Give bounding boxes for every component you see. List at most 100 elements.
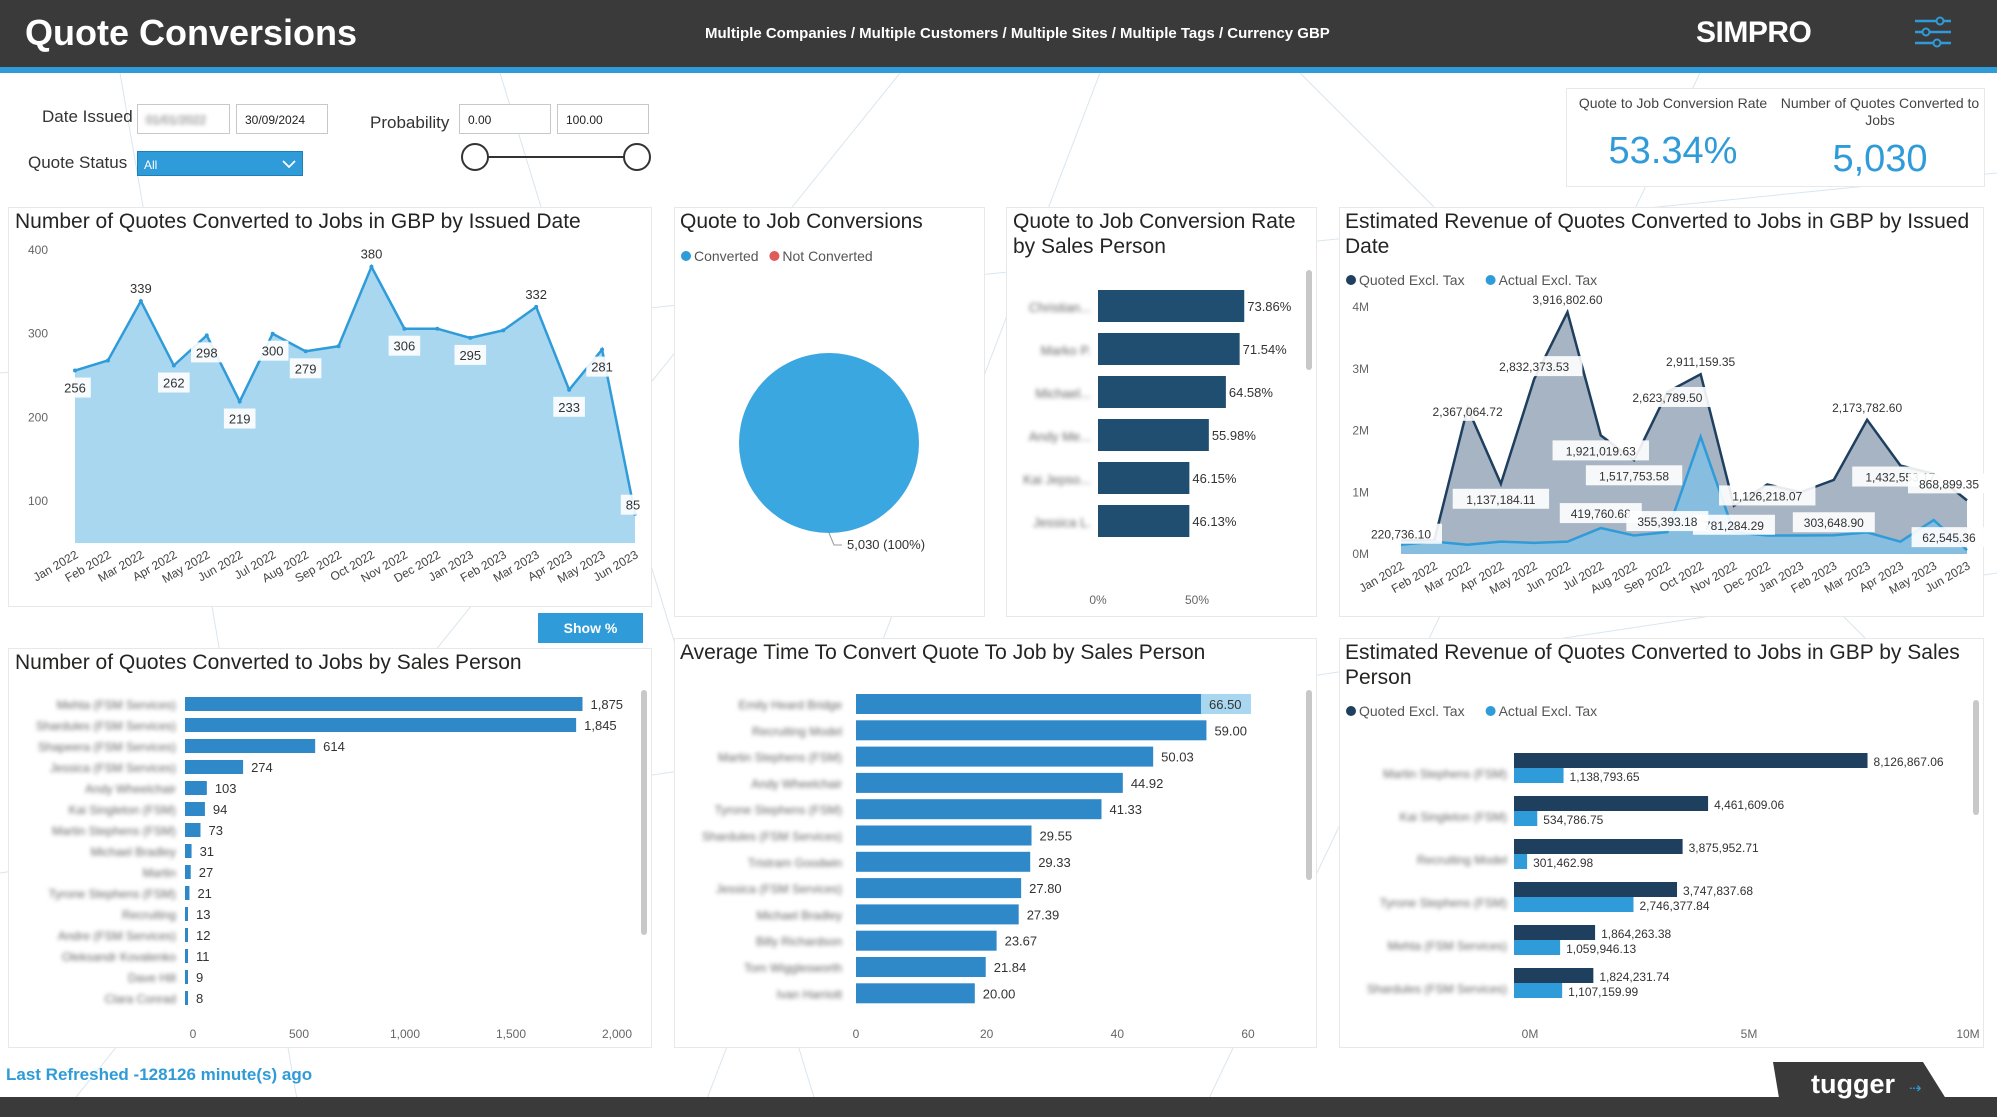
bar xyxy=(1098,505,1190,537)
x-tick-label: 0% xyxy=(1089,593,1107,607)
data-point xyxy=(567,387,572,392)
category-label: Jessica L. xyxy=(1033,515,1091,530)
tugger-logo: tugger ⇢ xyxy=(1773,1062,1953,1110)
data-label-bg xyxy=(1911,527,1984,548)
data-label-bg xyxy=(620,494,646,515)
data-label-bg xyxy=(1585,465,1683,486)
category-label: Andy Wheelchair xyxy=(751,777,842,791)
quotes-person-scrollbar[interactable] xyxy=(641,690,647,935)
category-label: Tyrone Stephens (FSM) xyxy=(1380,896,1507,910)
value-label: 46.13% xyxy=(1192,514,1237,529)
data-label-bg xyxy=(1559,503,1642,524)
bar-quoted xyxy=(1514,925,1596,940)
avg-time-scrollbar[interactable] xyxy=(1306,690,1312,880)
category-label: Recruiting Model xyxy=(752,724,842,738)
legend-swatch xyxy=(1485,706,1496,716)
value-label-actual: 1,059,946.13 xyxy=(1566,942,1636,956)
category-label: Michael Bradley xyxy=(757,908,842,922)
rate-panel-scrollbar[interactable] xyxy=(1306,270,1312,370)
bar xyxy=(856,799,1102,820)
value-label-actual: 1,107,159.99 xyxy=(1568,985,1638,999)
value-label: 73 xyxy=(208,823,222,838)
probability-max-input[interactable]: 100.00 xyxy=(557,104,649,134)
bar xyxy=(856,904,1019,925)
data-label: 303,648.90 xyxy=(1804,516,1864,530)
chevron-down-icon xyxy=(282,160,296,169)
category-label: Tristram Goodwin xyxy=(748,856,842,870)
value-label: 55.98% xyxy=(1212,428,1257,443)
bar-actual xyxy=(1514,768,1564,783)
bar xyxy=(185,844,192,858)
bar xyxy=(1098,290,1245,322)
data-point xyxy=(73,368,77,373)
probability-min-input[interactable]: 0.00 xyxy=(459,104,551,134)
data-point xyxy=(303,349,308,354)
data-point xyxy=(468,335,473,340)
x-tick-label: 60 xyxy=(1241,1027,1255,1041)
legend-swatch xyxy=(1346,706,1356,716)
y-tick-label: 200 xyxy=(28,410,48,424)
data-label-bg xyxy=(355,243,388,264)
legend-label: Quoted Excl. Tax xyxy=(1359,272,1465,288)
data-label-bg xyxy=(586,356,618,377)
slider-min-handle[interactable] xyxy=(461,143,489,171)
value-label: 11 xyxy=(196,949,210,964)
data-label-bg xyxy=(1552,440,1649,461)
bar-quoted xyxy=(1514,968,1594,983)
quoted-line xyxy=(1400,308,1968,542)
data-label-bg xyxy=(223,408,256,429)
value-label: 103 xyxy=(215,781,237,796)
date-to-input[interactable]: 30/09/2024 xyxy=(236,104,328,134)
date-issued-label: Date Issued xyxy=(42,107,133,126)
y-tick-label: 300 xyxy=(28,327,48,341)
revenue-person-scrollbar[interactable] xyxy=(1973,700,1979,815)
kpi-panel xyxy=(1566,88,1985,187)
settings-sliders-icon[interactable] xyxy=(1915,16,1951,48)
category-label: Kai Singleton (FSM) xyxy=(1400,810,1507,824)
category-label: Andy Me... xyxy=(1029,429,1091,444)
y-tick-label: 100 xyxy=(28,494,48,508)
value-label: 9 xyxy=(196,970,203,985)
bar xyxy=(185,697,583,711)
show-percent-button[interactable]: Show % xyxy=(538,613,643,643)
data-label-bg xyxy=(1419,400,1516,421)
data-label: 1,137,184.11 xyxy=(1466,493,1536,507)
y-tick-label: 0M xyxy=(1352,547,1369,561)
value-label: 20.00 xyxy=(983,986,1016,1001)
value-label: 71.54% xyxy=(1243,342,1288,357)
bar xyxy=(185,718,577,732)
slider-max-handle[interactable] xyxy=(623,143,651,171)
value-label: 64.58% xyxy=(1229,385,1274,400)
data-label-bg xyxy=(125,278,157,299)
quote-status-select[interactable]: All xyxy=(137,151,303,176)
value-label: 13 xyxy=(196,907,210,922)
quotes-by-person-title: Number of Quotes Converted to Jobs by Sa… xyxy=(15,651,522,674)
data-point xyxy=(501,328,506,333)
legend-label: Actual Excl. Tax xyxy=(1499,272,1598,288)
data-label: 300 xyxy=(262,344,284,359)
value-label: 31 xyxy=(200,844,214,859)
bar xyxy=(856,878,1022,899)
value-label: 1,845 xyxy=(584,718,617,733)
x-tick-label: 500 xyxy=(289,1027,309,1041)
date-from-input[interactable]: 01/01/2022 xyxy=(137,104,230,134)
value-label-actual: 1,138,793.65 xyxy=(1570,770,1640,784)
data-label-bg xyxy=(1360,523,1442,544)
data-label-bg xyxy=(1626,511,1709,532)
date-from-value: 01/01/2022 xyxy=(146,113,207,127)
data-label: 85 xyxy=(626,498,640,513)
legend-label: Not Converted xyxy=(782,248,872,264)
bar xyxy=(856,694,1251,714)
data-label: 62,545.36 xyxy=(1922,531,1976,545)
data-point xyxy=(600,347,605,352)
quote-status-label: Quote Status xyxy=(28,153,128,172)
category-label: Jessica (FSM Services) xyxy=(716,882,842,896)
data-label-bg xyxy=(1692,514,1775,535)
value-label: 12 xyxy=(196,928,210,943)
bar xyxy=(185,781,207,795)
probability-slider[interactable] xyxy=(459,142,654,172)
category-label: Clara Conrad xyxy=(105,992,176,1006)
x-tick-label: 0M xyxy=(1522,1027,1539,1041)
bar xyxy=(185,928,188,942)
data-point xyxy=(435,326,440,331)
